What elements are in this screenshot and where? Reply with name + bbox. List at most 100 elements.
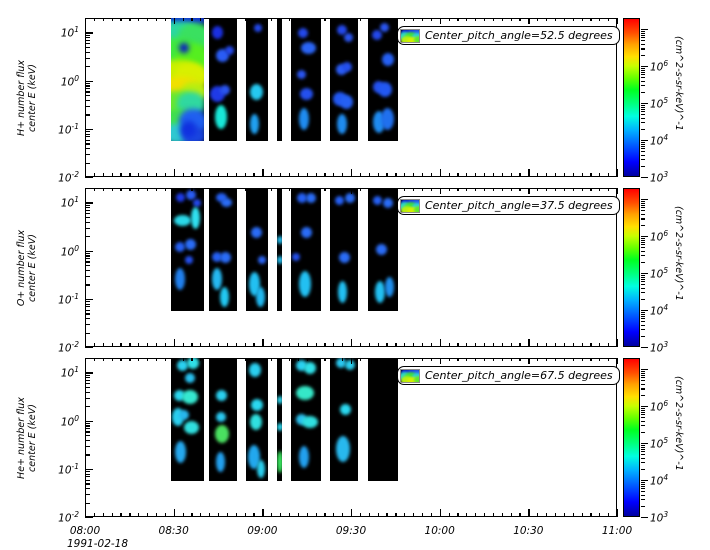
x-minor-tick	[608, 342, 610, 347]
x-top-tick	[182, 18, 184, 21]
x-top-tick	[608, 18, 610, 21]
legend-box-h-plus[interactable]: Center_pitch_angle=52.5 degrees	[397, 26, 620, 45]
x-top-tick	[368, 358, 370, 361]
colorbar-major-tick	[641, 273, 648, 275]
legend-swatch-cell	[405, 201, 417, 211]
colorbar-minor-tick	[641, 335, 645, 337]
x-minor-tick	[324, 342, 326, 347]
y-minor-tick	[85, 471, 90, 473]
colorbar-minor-tick	[641, 494, 645, 496]
x-minor-tick	[457, 512, 459, 517]
x-top-tick	[466, 188, 468, 191]
x-minor-tick	[129, 512, 131, 517]
colorbar-unit-label: (cm^2-s-sr-keV)^-1	[673, 36, 684, 131]
x-minor-tick	[386, 172, 388, 177]
x-top-tick	[457, 18, 459, 21]
y-minor-tick	[85, 425, 90, 427]
colorbar-minor-tick	[641, 407, 645, 409]
y-minor-tick	[85, 303, 90, 305]
heatmap-cell	[175, 193, 185, 203]
x-minor-tick	[93, 342, 96, 347]
heatmap-cell	[179, 121, 196, 137]
y-major-tick	[85, 420, 93, 422]
legend-box-o-plus[interactable]: Center_pitch_angle=37.5 degrees	[397, 196, 620, 215]
x-top-tick	[324, 358, 326, 361]
x-top-tick	[528, 358, 530, 364]
heatmap-cell	[372, 30, 382, 41]
x-minor-tick	[315, 172, 317, 177]
y-minor-tick	[85, 445, 90, 448]
x-minor-tick	[342, 342, 344, 347]
colorbar-tick-label: 106	[650, 58, 669, 74]
colorbar-minor-tick	[641, 154, 645, 156]
y-axis-label-line2: center E (keV)	[27, 233, 38, 302]
x-top-tick	[519, 358, 521, 361]
heatmap-cell	[186, 358, 199, 369]
y-tick-label: 101	[60, 195, 79, 210]
x-top-tick	[182, 358, 184, 361]
y-minor-tick	[85, 95, 90, 97]
x-top-tick	[271, 188, 273, 191]
x-top-tick	[563, 358, 565, 361]
x-top-tick	[617, 358, 619, 364]
x-top-tick	[155, 18, 158, 21]
colorbar-minor-tick	[641, 446, 645, 448]
heatmap-cell	[336, 358, 347, 368]
x-top-tick	[421, 188, 424, 191]
colorbar-minor-tick	[641, 145, 645, 147]
x-minor-tick	[386, 512, 388, 517]
spectrogram-block	[277, 188, 282, 312]
heatmap-cell	[277, 450, 282, 473]
x-major-tick	[351, 339, 353, 347]
x-minor-tick	[226, 512, 229, 517]
x-minor-tick	[280, 512, 282, 517]
y-tick-label: 10-1	[58, 291, 79, 307]
y-minor-tick	[85, 204, 90, 206]
x-major-tick	[351, 509, 353, 517]
x-top-tick	[244, 188, 246, 191]
colorbar-minor-tick	[641, 485, 645, 487]
x-minor-tick	[102, 512, 104, 517]
x-minor-tick	[608, 172, 610, 177]
y-minor-tick	[85, 188, 90, 190]
x-minor-tick	[271, 342, 273, 347]
heatmap-cell	[250, 84, 264, 100]
x-top-tick	[209, 18, 211, 21]
y-minor-tick	[85, 57, 90, 59]
x-minor-tick	[537, 512, 539, 517]
y-axis-label: O+ number flux center E (keV)	[16, 208, 38, 328]
x-top-tick	[448, 18, 450, 21]
spectrogram-block	[171, 18, 204, 142]
x-top-tick	[430, 18, 432, 21]
x-minor-tick	[554, 512, 557, 517]
x-top-tick	[546, 358, 548, 361]
legend-box-he-plus[interactable]: Center_pitch_angle=67.5 degrees	[397, 366, 620, 385]
x-top-tick	[590, 18, 592, 21]
colorbar-minor-tick	[641, 111, 645, 113]
y-minor-tick	[85, 114, 90, 116]
x-top-tick	[280, 358, 282, 361]
colorbar-minor-tick	[641, 34, 645, 36]
colorbar-minor-tick	[641, 32, 645, 34]
x-minor-tick	[253, 342, 255, 347]
x-top-tick	[510, 188, 512, 191]
colorbar-minor-tick	[641, 499, 645, 501]
x-top-tick	[138, 18, 140, 21]
x-minor-tick	[510, 512, 512, 517]
y-minor-tick	[85, 39, 90, 42]
colorbar-minor-tick	[641, 374, 645, 376]
colorbar-minor-tick	[641, 420, 645, 422]
x-minor-tick	[102, 172, 104, 177]
x-minor-tick	[501, 172, 503, 177]
colorbar-minor-tick	[641, 141, 645, 143]
x-minor-tick	[324, 512, 326, 517]
x-top-tick	[563, 188, 565, 191]
colorbar-minor-tick	[641, 468, 645, 470]
x-top-tick	[342, 18, 344, 21]
y-major-tick	[85, 177, 93, 179]
x-minor-tick	[590, 172, 592, 177]
heatmap-data-area	[85, 18, 617, 177]
colorbar-minor-tick	[641, 69, 645, 71]
x-minor-tick	[306, 512, 308, 517]
